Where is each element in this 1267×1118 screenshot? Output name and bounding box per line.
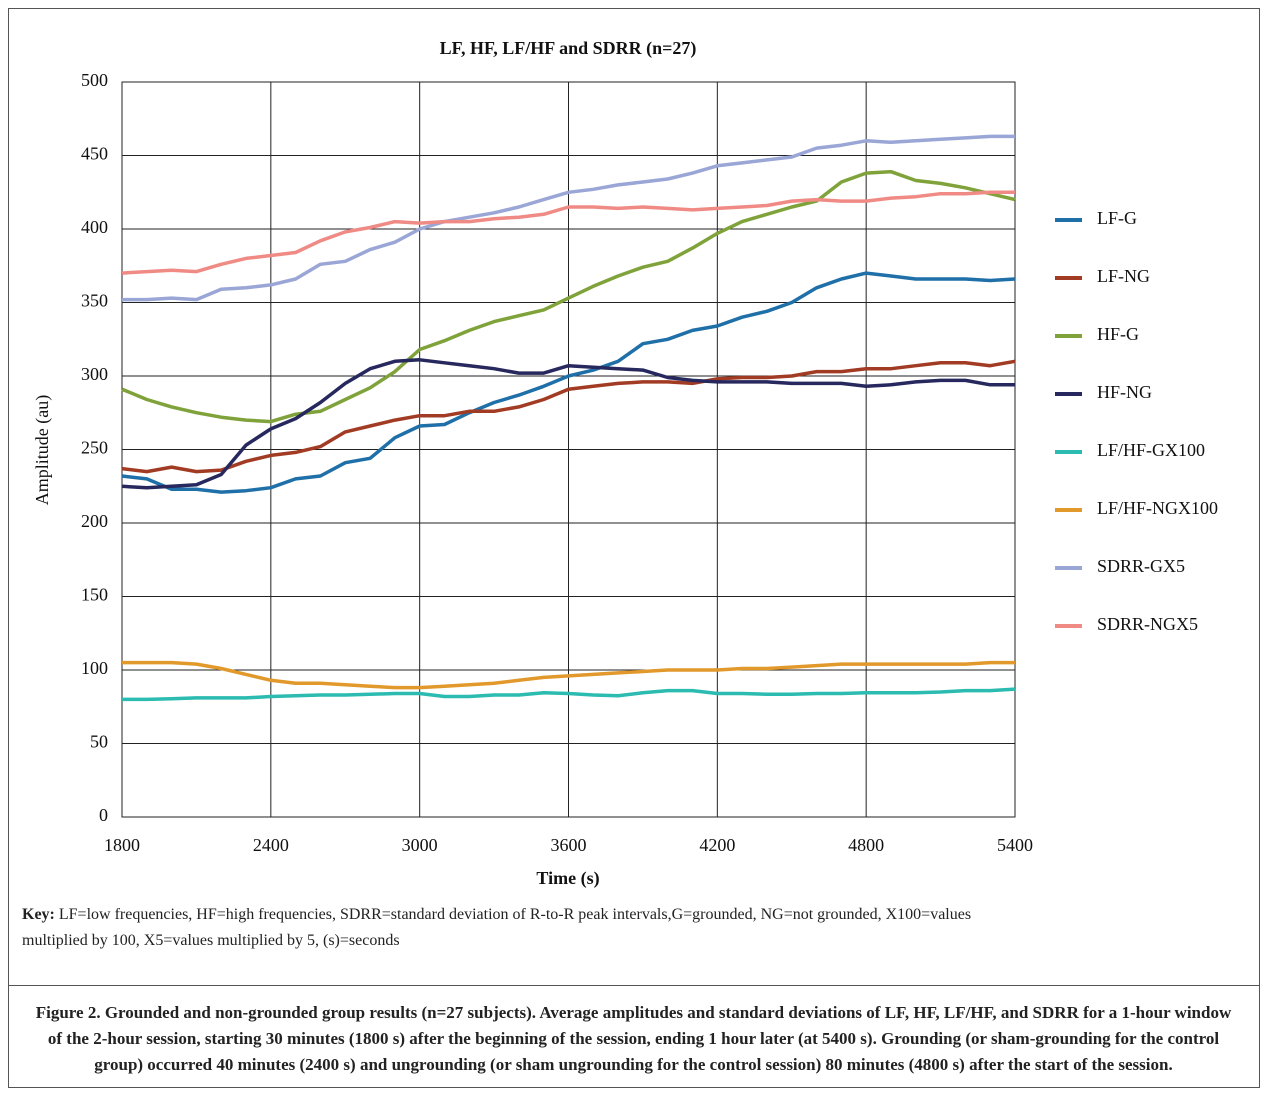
key-text: LF=low frequencies, HF=high frequencies,… [22, 906, 972, 949]
chart: LF, HF, LF/HF and SDRR (n=27) Time (s) A… [32, 38, 1218, 889]
y-tick-label: 50 [90, 732, 108, 752]
legend-label: HF-G [1097, 324, 1139, 344]
y-tick-label: 200 [81, 511, 108, 531]
y-tick-label: 350 [81, 291, 108, 311]
legend-label: HF-NG [1097, 382, 1152, 402]
data-line [121, 169, 1016, 424]
legend-label: LF-NG [1097, 266, 1150, 286]
y-tick-label: 450 [81, 144, 108, 164]
x-axis-label: Time (s) [536, 868, 599, 889]
legend-label: SDRR-NGX5 [1097, 614, 1198, 634]
y-tick-label: 150 [81, 585, 108, 605]
y-tick-label: 300 [81, 364, 108, 384]
y-tick-label: 400 [81, 217, 108, 237]
data-line [121, 271, 1016, 494]
y-axis-label: Amplitude (au) [32, 395, 53, 505]
y-tick-label: 100 [81, 658, 108, 678]
x-tick-label: 4200 [699, 835, 735, 855]
data-line [122, 687, 1016, 702]
x-tick-label: 3600 [551, 835, 587, 855]
x-tick-label: 4800 [848, 835, 884, 855]
y-tick-label: 250 [81, 438, 108, 458]
legend-label: SDRR-GX5 [1097, 556, 1185, 576]
data-line [122, 660, 1015, 690]
chart-title: LF, HF, LF/HF and SDRR (n=27) [440, 38, 697, 59]
figure-frame [8, 8, 1260, 1088]
y-tick-label: 0 [99, 805, 108, 825]
legend-label: LF-G [1097, 208, 1137, 228]
divider [8, 985, 1260, 986]
key-label: Key: [22, 906, 55, 923]
x-tick-label: 2400 [253, 835, 289, 855]
x-tick-label: 5400 [997, 835, 1033, 855]
caption: Figure 2. Grounded and non-grounded grou… [35, 1003, 1232, 1074]
legend-label: LF/HF-GX100 [1097, 440, 1205, 460]
y-tick-label: 500 [81, 70, 108, 90]
data-line [121, 359, 1016, 474]
x-tick-label: 1800 [104, 835, 140, 855]
data-line [121, 190, 1015, 275]
key: Key: LF=low frequencies, HF=high frequen… [22, 902, 1022, 954]
data-line [122, 134, 1015, 302]
legend-label: LF/HF-NGX100 [1097, 498, 1218, 518]
data-line [121, 358, 1015, 490]
x-tick-label: 3000 [402, 835, 438, 855]
